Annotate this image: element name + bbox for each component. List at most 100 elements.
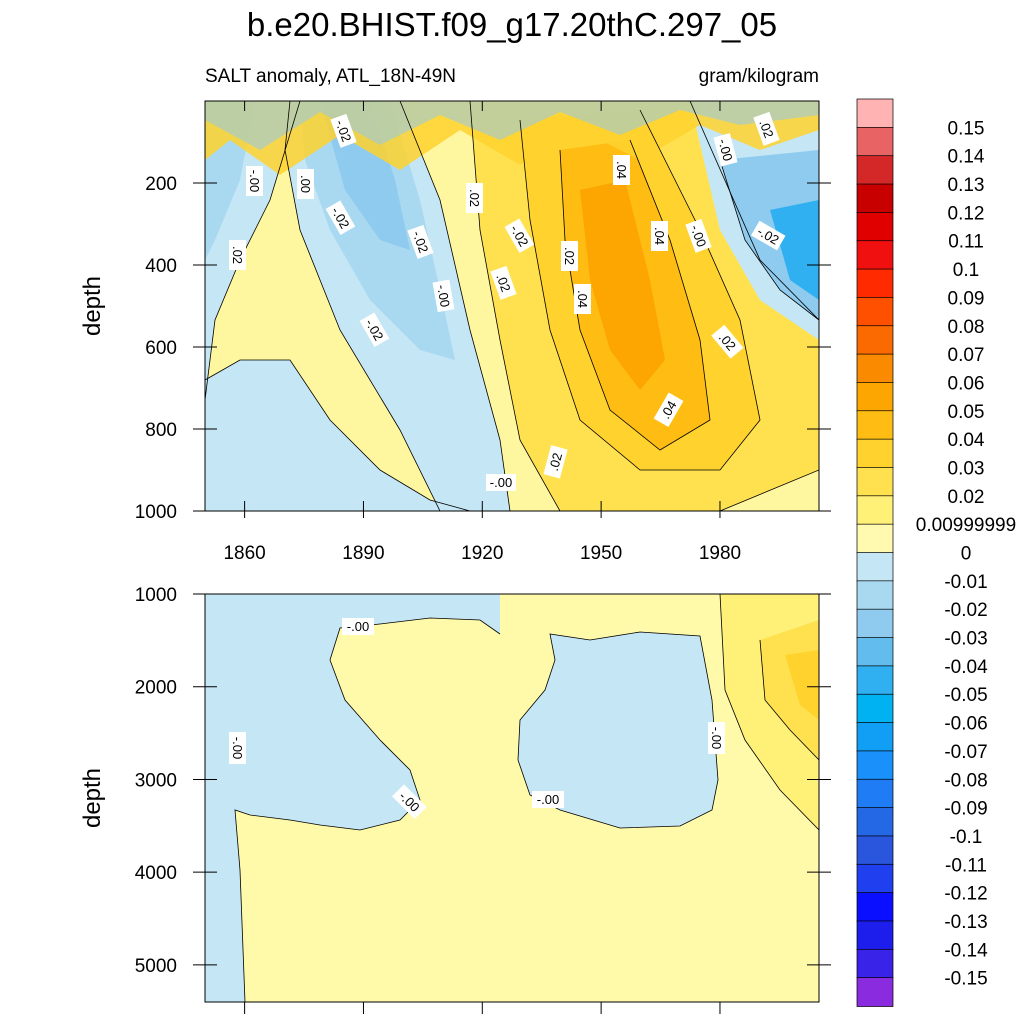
contour-label-upper-bg-10 <box>432 279 455 313</box>
contour-label-lower-text-3: -.00 <box>537 792 559 807</box>
contour-labels: -.02-.00.00-.02.02-.02-.02.02.02.02-.00.… <box>229 111 786 819</box>
y-tick-label-upper-1: 400 <box>145 256 177 277</box>
contour-label-upper-bg-11 <box>613 155 630 185</box>
colorbar-label-21: -0.06 <box>944 714 987 735</box>
contour-label-upper-text-12: .04 <box>652 227 667 245</box>
colorbar-swatch-4 <box>856 212 894 242</box>
colorbar-label-18: -0.03 <box>944 629 987 650</box>
colorbar-swatch-0 <box>856 98 894 129</box>
colorbar-label-11: 0.04 <box>948 430 985 451</box>
contour-label-upper-text-17: -.00 <box>715 137 735 163</box>
colorbar-label-17: -0.02 <box>944 600 987 621</box>
contour-label-lower-text-0: -.00 <box>347 619 369 634</box>
contour-label-upper-bg-18 <box>753 111 780 146</box>
contour-label-upper-20: .04 <box>653 392 684 427</box>
colorbar-swatch-18 <box>856 608 894 639</box>
chart-subtitle-left: SALT anomaly, ATL_18N-49N <box>205 66 456 87</box>
contour-label-upper-text-4: .02 <box>467 189 482 207</box>
colorbar-swatch-8 <box>856 325 894 355</box>
upper-region-neg-low <box>205 360 470 511</box>
colorbar-swatch-16 <box>856 552 894 582</box>
colorbar-label-9: 0.06 <box>948 373 985 394</box>
colorbar-swatch-7 <box>856 297 894 327</box>
contour-label-upper-text-9: .02 <box>230 246 245 264</box>
contour-label-upper-4: .02 <box>466 183 483 213</box>
y-tick-label-upper-4: 1000 <box>135 502 177 523</box>
contour-label-upper-bg-12 <box>651 221 668 251</box>
colorbar-swatch-27 <box>856 863 894 894</box>
x-tick-label-3: 1950 <box>580 543 622 564</box>
contour-label-lower-bg-0 <box>342 618 374 635</box>
contour-label-upper-17: -.00 <box>713 133 738 167</box>
colorbar-label-4: 0.11 <box>948 232 984 253</box>
contour-label-upper-bg-0 <box>330 113 357 148</box>
colorbar-label-3: 0.12 <box>948 203 985 224</box>
contour-label-upper-22: -.00 <box>486 474 516 491</box>
y-tick-label-lower-0: 1000 <box>135 585 177 606</box>
contour-label-upper-7: .02 <box>561 241 578 271</box>
contour-label-upper-text-13: .04 <box>575 290 590 308</box>
contour-label-upper-bg-8 <box>490 265 517 300</box>
contour-label-upper-12: .04 <box>651 221 668 251</box>
contour-label-upper-13: .04 <box>574 284 591 314</box>
colorbar-label-15: 0 <box>961 544 972 565</box>
x-tick-label-2: 1920 <box>461 543 503 564</box>
contour-label-upper-16: .02 <box>711 324 744 359</box>
y-tick-label-lower-3: 4000 <box>135 863 177 884</box>
colorbar-swatch-11 <box>856 410 894 440</box>
contour-label-lower-0: -.00 <box>342 618 374 635</box>
contour-label-lower-bg-1 <box>229 732 246 764</box>
contour-label-upper-1: -.00 <box>246 166 263 196</box>
contour-label-upper-text-21: .02 <box>546 451 565 472</box>
contour-label-lower-3: -.00 <box>532 791 564 808</box>
colorbar-label-20: -0.05 <box>944 685 987 706</box>
colorbar-swatch-1 <box>856 126 894 157</box>
colorbar-swatch-2 <box>856 155 894 185</box>
contour-label-upper-8: .02 <box>490 265 517 300</box>
colorbar-label-25: -0.1 <box>950 827 983 848</box>
colorbar-swatch-9 <box>856 353 894 384</box>
contour-label-upper-bg-22 <box>486 474 516 491</box>
contour-label-upper-bg-7 <box>561 241 578 271</box>
contour-label-upper-text-8: .02 <box>493 272 513 294</box>
contour-label-upper-bg-3 <box>325 200 356 235</box>
colorbar-label-7: 0.08 <box>948 317 985 338</box>
colorbar-swatch-24 <box>856 778 894 809</box>
ylabel-upper: depth <box>79 276 106 336</box>
colorbar-label-27: -0.12 <box>944 884 987 905</box>
contour-label-upper-bg-4 <box>466 183 483 213</box>
y-tick-label-lower-1: 2000 <box>135 678 177 699</box>
colorbar-swatch-17 <box>856 580 894 611</box>
contour-label-upper-bg-16 <box>711 324 744 359</box>
colorbar-swatch-25 <box>856 807 894 837</box>
colorbar-label-14: 0.00999999 <box>916 515 1016 536</box>
colorbar-swatch-10 <box>856 382 894 412</box>
upper-region-neg-right3 <box>770 200 819 300</box>
contour-label-upper-bg-6 <box>407 224 434 259</box>
lower-frame <box>204 593 820 1003</box>
colorbar-swatch-19 <box>856 637 894 667</box>
contour-label-upper-bg-2 <box>297 169 314 199</box>
contour-label-upper-18: .02 <box>753 111 780 146</box>
contour-label-upper-text-22: -.00 <box>490 475 512 490</box>
contour-label-upper-text-1: -.00 <box>247 170 262 192</box>
contour-label-upper-bg-17 <box>713 133 738 167</box>
upper-region-pos-05 <box>580 180 665 390</box>
colorbar-swatch-5 <box>856 240 894 270</box>
contour-label-upper-text-2: .00 <box>298 175 313 193</box>
contour-label-upper-bg-19 <box>359 312 390 347</box>
colorbar-swatch-15 <box>856 523 894 554</box>
colorbar-label-8: 0.07 <box>948 345 985 366</box>
contour-label-upper-10: -.00 <box>432 279 455 313</box>
contour-label-upper-text-14: -.00 <box>688 223 710 249</box>
lower-region-pos-right3 <box>785 650 819 720</box>
colorbar-label-5: 0.1 <box>953 260 979 281</box>
contour-label-upper-bg-14 <box>685 218 712 253</box>
colorbar-swatch-20 <box>856 665 894 696</box>
contour-label-upper-text-10: -.00 <box>434 284 453 309</box>
contour-label-upper-14: -.00 <box>685 218 712 253</box>
colorbar-label-24: -0.09 <box>944 799 987 820</box>
colorbar-label-6: 0.09 <box>948 288 985 309</box>
contour-label-upper-21: .02 <box>543 445 568 479</box>
